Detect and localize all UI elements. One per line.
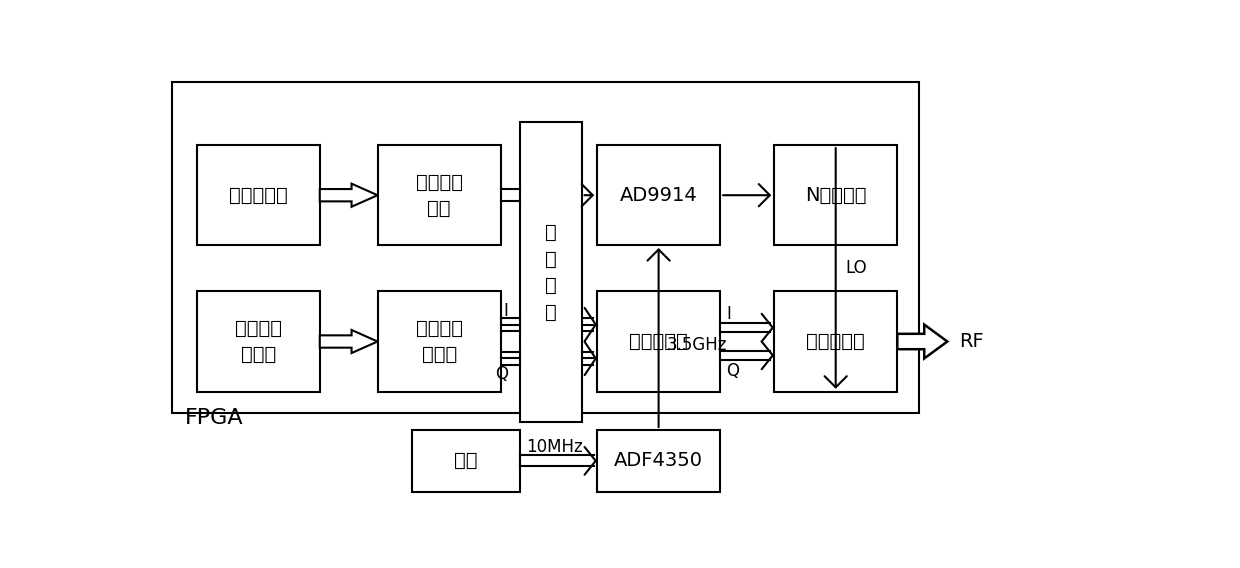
Text: 数模转换器: 数模转换器 [629, 332, 688, 351]
Text: 发送数据
存储器: 发送数据 存储器 [234, 319, 281, 364]
Bar [197, 145, 320, 245]
Polygon shape [898, 324, 947, 358]
Bar [377, 145, 501, 245]
Text: I: I [727, 305, 732, 323]
Bar [412, 430, 520, 492]
Text: AD9914: AD9914 [620, 186, 697, 204]
Bar [596, 430, 720, 492]
Text: N倍频电路: N倍频电路 [805, 186, 867, 204]
Text: 3.5GHz: 3.5GHz [666, 336, 727, 354]
Text: 晶振: 晶振 [454, 452, 477, 470]
Text: 预存频率表: 预存频率表 [229, 186, 288, 204]
Text: Q: Q [727, 362, 739, 380]
Bar [596, 291, 720, 391]
Bar [172, 82, 919, 413]
Bar [596, 145, 720, 245]
Text: Q: Q [496, 365, 508, 383]
Text: I: I [503, 302, 508, 320]
Text: 配
置
接
口: 配 置 接 口 [544, 223, 557, 321]
Text: 频率加载
控制: 频率加载 控制 [415, 173, 463, 218]
Text: LO: LO [844, 260, 867, 277]
Polygon shape [320, 183, 377, 207]
Text: 正交调制器: 正交调制器 [806, 332, 866, 351]
Text: ADF4350: ADF4350 [614, 452, 703, 470]
Bar [520, 122, 582, 423]
Text: 10MHz: 10MHz [526, 438, 583, 456]
Bar [774, 291, 898, 391]
Text: FPGA: FPGA [185, 408, 244, 428]
Bar [774, 145, 898, 245]
Text: 数字调制
预处理: 数字调制 预处理 [415, 319, 463, 364]
Bar [197, 291, 320, 391]
Polygon shape [320, 330, 377, 353]
Text: RF: RF [959, 332, 983, 351]
Bar [377, 291, 501, 391]
